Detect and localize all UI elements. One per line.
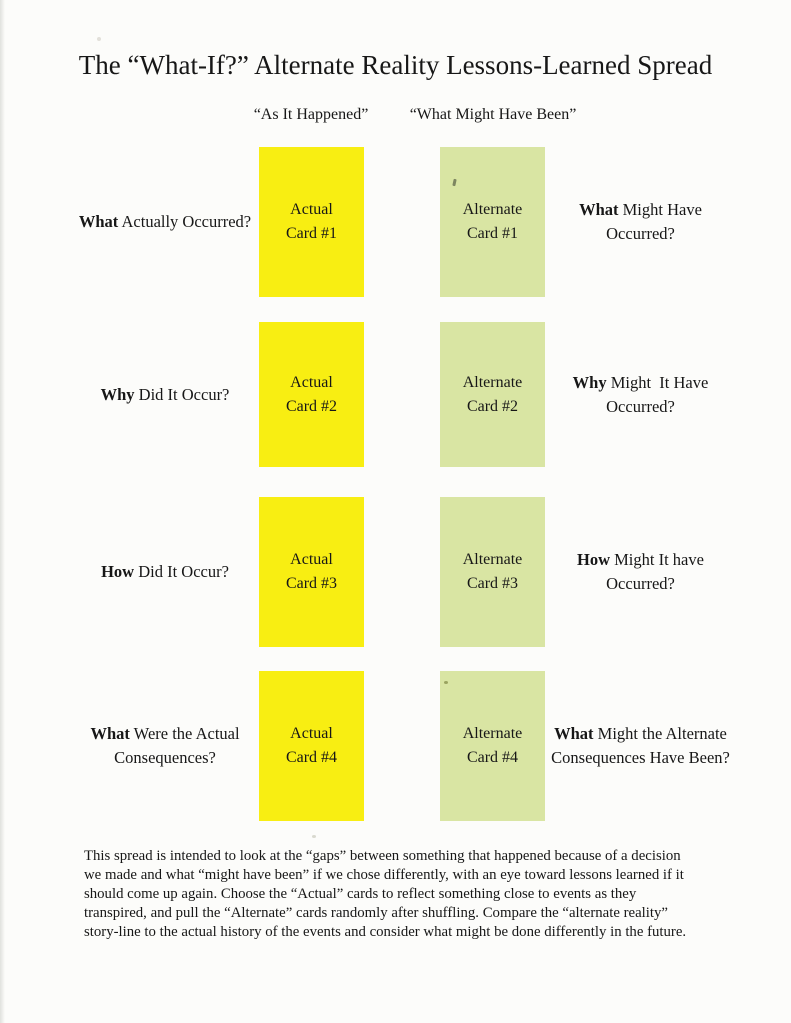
scan-edge-shade [0, 0, 5, 1023]
explanation-line: should come up again. Choose the “Actual… [84, 886, 637, 902]
row1-left-label: What Actually Occurred? [60, 147, 270, 297]
actual-card-2-line2: Card #2 [285, 397, 338, 415]
row2-right-keyword: Why [572, 372, 607, 392]
actual-card-3: Actual Card #3 [259, 497, 364, 647]
alternate-card-2: Alternate Card #2 [440, 322, 545, 467]
row3-right-text-line2: Occurred? [606, 574, 675, 593]
row3-left-label: How Did It Occur? [60, 497, 270, 647]
row1-right-text: Might Have [618, 200, 702, 219]
alternate-card-4-line1: Alternate [462, 725, 523, 742]
column-header-as-it-happened: “As It Happened” [253, 106, 369, 123]
actual-card-2-line1: Actual [290, 373, 333, 391]
row3-right-label: How Might It have Occurred? [533, 497, 748, 647]
alternate-card-3-line2: Card #3 [466, 575, 519, 592]
row4-right-text-line2: Consequences Have Been? [551, 748, 730, 767]
row1-left-keyword: What [78, 212, 119, 231]
row3-right-text: Might It have [610, 550, 704, 569]
row4-left-text-line2: Consequences? [114, 748, 216, 767]
scan-artifact [312, 835, 316, 838]
actual-card-1-line2: Card #1 [285, 225, 338, 242]
explanation-line: transpired, and pull the “Alternate” car… [84, 905, 668, 921]
scan-artifact [97, 37, 101, 41]
alternate-card-4: Alternate Card #4 [440, 671, 545, 821]
explanation-line: we made and what “might have been” if we… [84, 867, 684, 883]
alternate-card-4-line2: Card #4 [466, 749, 519, 766]
row2-right-text-line2: Occurred? [606, 396, 675, 416]
row1-right-text-line2: Occurred? [606, 224, 675, 243]
actual-card-1: Actual Card #1 [259, 147, 364, 297]
actual-card-4-line2: Card #4 [285, 749, 338, 766]
row1-left-text: Actually Occurred? [118, 212, 252, 231]
actual-card-2: Actual Card #2 [259, 322, 364, 467]
row4-left-label: What Were the Actual Consequences? [60, 671, 270, 821]
row4-right-keyword: What [554, 724, 594, 743]
actual-card-3-line1: Actual [290, 551, 333, 568]
row3-right-keyword: How [577, 550, 611, 569]
alternate-card-1: Alternate Card #1 [440, 147, 545, 297]
scan-artifact [444, 681, 448, 684]
column-header-what-might-have-been: “What Might Have Been” [409, 106, 577, 123]
actual-card-4-line1: Actual [290, 725, 333, 742]
alternate-card-2-line1: Alternate [462, 373, 523, 391]
row1-right-label: What Might Have Occurred? [533, 147, 748, 297]
alternate-card-3: Alternate Card #3 [440, 497, 545, 647]
row3-left-keyword: How [101, 562, 135, 581]
row2-left-keyword: Why [100, 384, 135, 404]
actual-card-1-line1: Actual [290, 201, 333, 218]
actual-card-4: Actual Card #4 [259, 671, 364, 821]
explanation-line: story-line to the actual history of the … [84, 924, 687, 940]
alternate-card-1-line2: Card #1 [466, 225, 519, 242]
row4-right-text: Might the Alternate [593, 724, 727, 743]
alternate-card-2-line2: Card #2 [466, 397, 519, 415]
row2-left-text: Did It Occur? [134, 384, 230, 404]
row2-left-label: Why Did It Occur? [60, 322, 270, 467]
row4-left-text: Were the Actual [129, 724, 240, 743]
alternate-card-3-line1: Alternate [462, 551, 523, 568]
row1-right-keyword: What [579, 200, 619, 219]
row2-right-text: Might It Have [606, 372, 709, 392]
explanation-line: This spread is intended to look at the “… [84, 848, 681, 864]
row3-left-text: Did It Occur? [134, 562, 229, 581]
alternate-card-1-line1: Alternate [462, 201, 523, 218]
page-title: The “What-If?” Alternate Reality Lessons… [78, 50, 713, 80]
actual-card-3-line2: Card #3 [285, 575, 338, 592]
row2-right-label: Why Might It Have Occurred? [533, 322, 748, 467]
row4-right-label: What Might the Alternate Consequences Ha… [533, 671, 748, 821]
explanation-paragraph: This spread is intended to look at the “… [84, 847, 686, 942]
row4-left-keyword: What [90, 724, 130, 743]
